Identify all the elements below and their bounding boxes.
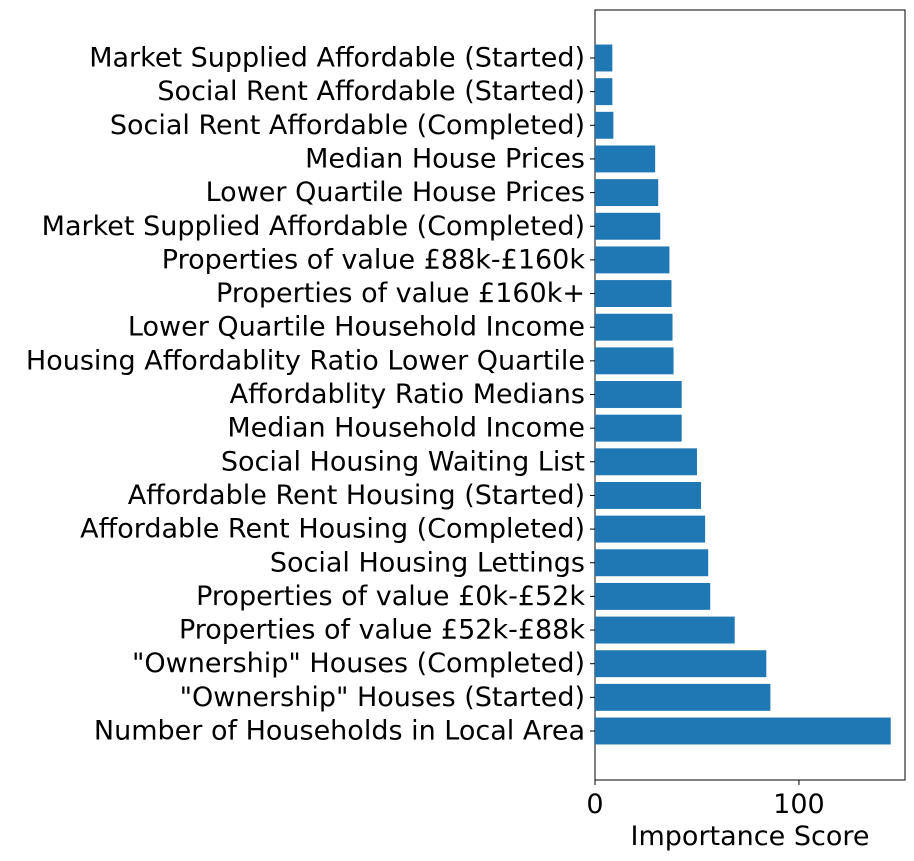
category-label: Affordablity Ratio Medians	[230, 379, 585, 410]
x-axis-label: Importance Score	[631, 821, 870, 852]
bar	[595, 246, 670, 274]
category-label: "Ownership" Houses (Started)	[180, 682, 585, 713]
category-label: Properties of value £160k+	[216, 278, 585, 309]
bar	[595, 582, 711, 610]
bar	[595, 179, 659, 207]
category-label: Market Supplied Affordable (Started)	[89, 43, 585, 74]
category-labels: Market Supplied Affordable (Started)Soci…	[26, 43, 595, 747]
bar	[595, 145, 656, 173]
bar	[595, 481, 702, 509]
category-label: "Ownership" Houses (Completed)	[132, 648, 585, 679]
category-label: Social Rent Affordable (Started)	[157, 76, 585, 107]
bar	[595, 616, 735, 644]
bar	[595, 549, 709, 577]
category-label: Social Housing Lettings	[270, 547, 585, 578]
category-label: Lower Quartile House Prices	[206, 177, 585, 208]
category-label: Market Supplied Affordable (Completed)	[42, 211, 585, 242]
bar	[595, 515, 706, 543]
bar	[595, 280, 672, 308]
bar	[595, 381, 682, 408]
x-axis: 0 100	[586, 780, 825, 820]
bar	[595, 448, 697, 476]
category-label: Social Rent Affordable (Completed)	[110, 110, 585, 141]
category-label: Lower Quartile Household Income	[128, 312, 585, 343]
bars-group	[595, 44, 891, 745]
bar	[595, 313, 673, 341]
bar	[595, 717, 891, 745]
category-label: Housing Affordablity Ratio Lower Quartil…	[26, 345, 585, 376]
bar	[595, 650, 767, 678]
category-label: Properties of value £0k-£52k	[196, 581, 585, 612]
category-label: Median Household Income	[227, 413, 585, 444]
bar	[595, 683, 771, 711]
bar	[595, 212, 661, 240]
category-label: Number of Households in Local Area	[94, 716, 585, 747]
x-tick-label: 0	[586, 789, 603, 820]
bar	[595, 111, 614, 139]
category-label: Social Housing Waiting List	[221, 446, 585, 477]
category-label: Affordable Rent Housing (Started)	[128, 480, 585, 511]
bar	[595, 44, 613, 72]
category-label: Median House Prices	[305, 143, 585, 174]
category-label: Affordable Rent Housing (Completed)	[80, 514, 585, 545]
bar	[595, 78, 613, 106]
category-label: Properties of value £88k-£160k	[162, 244, 586, 275]
bar	[595, 347, 674, 375]
bar	[595, 414, 682, 442]
x-tick-label: 100	[773, 789, 825, 820]
category-label: Properties of value £52k-£88k	[179, 615, 585, 646]
